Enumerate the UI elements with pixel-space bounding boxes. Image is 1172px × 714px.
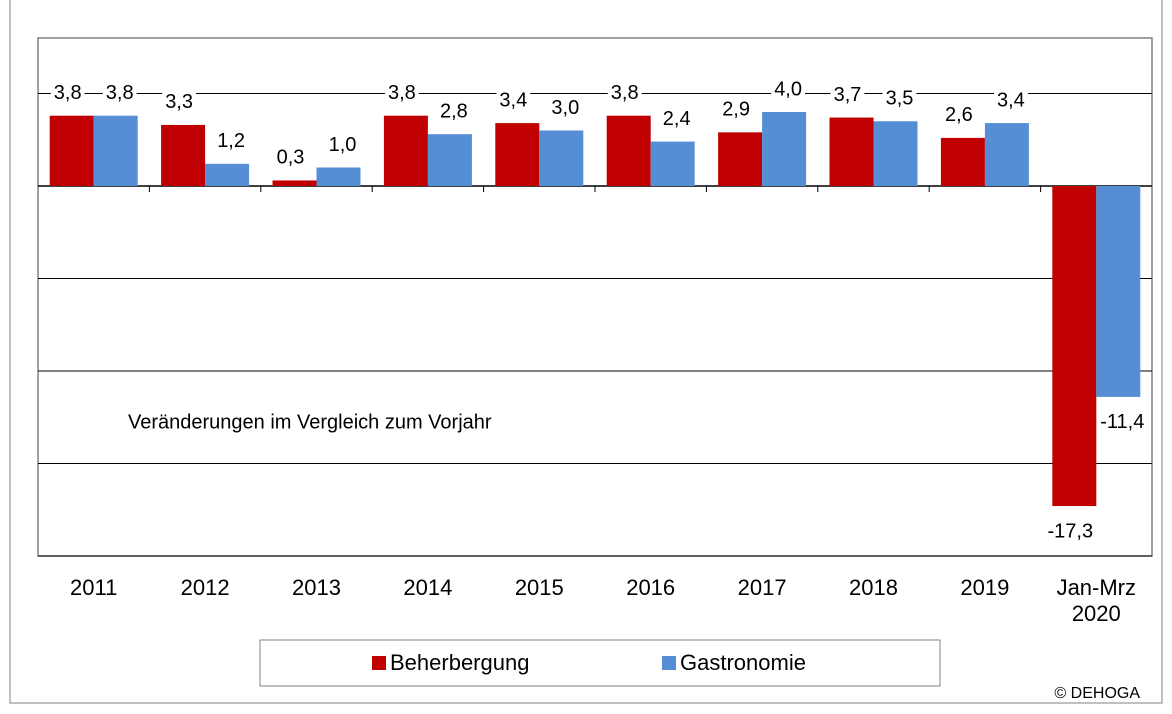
data-label: 3,8 xyxy=(106,82,134,104)
x-tick-label: 2013 xyxy=(292,575,341,600)
label-bg xyxy=(659,106,694,131)
label-bg xyxy=(607,80,642,105)
frame xyxy=(9,0,1163,704)
label-bg xyxy=(325,132,360,157)
label-bg xyxy=(273,145,308,170)
x-tick-label: 2017 xyxy=(737,575,787,600)
data-label: 3,4 xyxy=(997,89,1025,111)
label-bg xyxy=(214,129,249,154)
x-tick-label: 2016 xyxy=(626,575,676,600)
data-label: 3,7 xyxy=(834,84,862,106)
bar xyxy=(829,117,874,186)
bar xyxy=(205,163,250,186)
data-label: 3,0 xyxy=(551,97,579,119)
bar xyxy=(427,134,472,186)
data-label: 2,8 xyxy=(440,100,468,122)
bar xyxy=(316,167,361,186)
label-bg xyxy=(548,95,583,120)
x-tick-label: 2019 xyxy=(960,575,1010,600)
data-label: 3,8 xyxy=(388,82,416,104)
label-bg xyxy=(771,77,806,102)
bar xyxy=(93,115,138,186)
bar xyxy=(873,121,918,186)
annotation: Veränderungen im Vergleich zum Vorjahr xyxy=(128,411,492,433)
label-bg xyxy=(50,80,85,105)
label-bg xyxy=(436,99,471,124)
label-bg xyxy=(1044,519,1097,544)
data-label: 3,8 xyxy=(611,82,639,104)
plot-area xyxy=(37,37,1153,557)
bar xyxy=(1052,186,1097,507)
legend-swatch xyxy=(372,656,386,670)
label-bg xyxy=(882,86,917,111)
label-bg xyxy=(102,80,137,105)
data-label: 3,5 xyxy=(886,88,914,110)
label-bg xyxy=(162,90,197,115)
bar xyxy=(718,132,763,186)
bar xyxy=(539,130,584,186)
bar xyxy=(383,115,428,186)
x-tick-label: 2014 xyxy=(403,575,453,600)
source: © DEHOGA xyxy=(1054,685,1140,702)
legend-swatch xyxy=(662,656,676,670)
x-tick-label: Jan-Mrz 2020 xyxy=(1056,575,1137,626)
label-bg xyxy=(496,88,531,113)
data-label: 4,0 xyxy=(774,78,802,100)
x-tick-label: 2018 xyxy=(849,575,898,600)
data-label: 3,8 xyxy=(54,82,82,104)
data-label: -17,3 xyxy=(1048,520,1094,542)
data-label: 3,4 xyxy=(499,89,527,111)
bar xyxy=(650,141,695,186)
bar xyxy=(984,123,1029,186)
data-label: 3,3 xyxy=(165,91,193,113)
bar xyxy=(762,112,807,186)
bar xyxy=(606,115,651,186)
bar xyxy=(272,180,317,186)
legend-label: Gastronomie xyxy=(680,650,806,675)
label-bg xyxy=(719,97,754,122)
x-tick-label: 2011 xyxy=(70,575,118,600)
bar xyxy=(161,124,206,186)
label-bg xyxy=(1097,410,1148,435)
data-label: 2,6 xyxy=(945,104,973,126)
legend-label: Beherbergung xyxy=(390,650,529,675)
bar xyxy=(940,137,985,186)
data-label: 2,4 xyxy=(663,108,691,130)
data-label: 0,3 xyxy=(277,147,305,169)
bar xyxy=(49,115,94,186)
label-bg xyxy=(941,103,976,128)
label-bg xyxy=(384,80,419,105)
data-label: 2,9 xyxy=(722,99,750,121)
x-tick-label: 2012 xyxy=(180,575,230,600)
bar xyxy=(1096,186,1141,397)
data-label: -11,4 xyxy=(1100,411,1144,433)
data-label: 1,0 xyxy=(329,134,357,156)
label-bg xyxy=(993,88,1028,113)
x-tick-label: 2015 xyxy=(514,575,564,600)
legend xyxy=(259,639,941,687)
label-bg xyxy=(830,82,865,107)
data-label: 1,2 xyxy=(217,130,245,152)
bar xyxy=(495,123,540,186)
